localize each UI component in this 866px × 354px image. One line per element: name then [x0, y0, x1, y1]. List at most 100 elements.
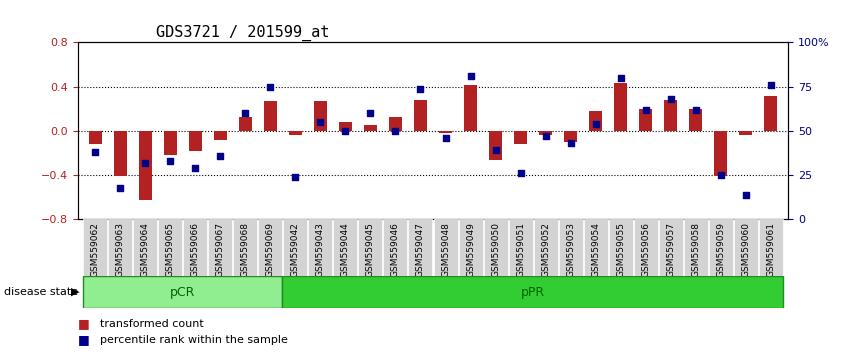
- FancyBboxPatch shape: [483, 219, 507, 276]
- FancyBboxPatch shape: [184, 219, 208, 276]
- Text: GSM559045: GSM559045: [366, 222, 375, 277]
- Text: GSM559042: GSM559042: [291, 222, 300, 277]
- Bar: [189, 131, 203, 151]
- Point: [189, 165, 203, 171]
- Point: [288, 174, 302, 180]
- Text: GSM559068: GSM559068: [241, 222, 250, 277]
- Text: pCR: pCR: [171, 286, 196, 298]
- Text: GSM559064: GSM559064: [141, 222, 150, 277]
- FancyBboxPatch shape: [409, 219, 432, 276]
- Bar: [764, 96, 778, 131]
- FancyBboxPatch shape: [258, 219, 282, 276]
- FancyBboxPatch shape: [282, 276, 783, 308]
- Text: pPR: pPR: [520, 286, 545, 298]
- FancyBboxPatch shape: [158, 219, 183, 276]
- Text: GSM559067: GSM559067: [216, 222, 225, 277]
- Bar: [239, 116, 252, 131]
- Point: [663, 96, 677, 102]
- FancyBboxPatch shape: [234, 219, 257, 276]
- Text: GSM559062: GSM559062: [91, 222, 100, 277]
- Point: [414, 86, 428, 91]
- Point: [764, 82, 778, 88]
- Text: GSM559053: GSM559053: [566, 222, 575, 277]
- Bar: [288, 131, 302, 136]
- Text: disease state: disease state: [4, 287, 79, 297]
- FancyBboxPatch shape: [508, 219, 533, 276]
- Point: [564, 141, 578, 146]
- Bar: [638, 109, 652, 131]
- Point: [389, 128, 403, 134]
- Bar: [564, 131, 578, 142]
- Point: [589, 121, 603, 127]
- Text: GSM559056: GSM559056: [641, 222, 650, 277]
- Text: ■: ■: [78, 318, 90, 330]
- Bar: [88, 131, 102, 144]
- Point: [113, 185, 127, 190]
- Bar: [589, 111, 603, 131]
- Point: [139, 160, 152, 166]
- Point: [364, 110, 378, 116]
- FancyBboxPatch shape: [384, 219, 408, 276]
- Point: [688, 107, 702, 113]
- Bar: [463, 85, 477, 131]
- Text: ▶: ▶: [71, 287, 80, 297]
- Text: GSM559051: GSM559051: [516, 222, 525, 277]
- Text: GSM559066: GSM559066: [191, 222, 200, 277]
- FancyBboxPatch shape: [734, 219, 758, 276]
- FancyBboxPatch shape: [759, 219, 783, 276]
- Point: [164, 158, 178, 164]
- Text: GSM559065: GSM559065: [166, 222, 175, 277]
- Text: GSM559047: GSM559047: [416, 222, 425, 277]
- FancyBboxPatch shape: [133, 219, 158, 276]
- Point: [313, 119, 327, 125]
- Point: [488, 148, 502, 153]
- Text: GSM559060: GSM559060: [741, 222, 750, 277]
- Text: GDS3721 / 201599_at: GDS3721 / 201599_at: [156, 25, 329, 41]
- FancyBboxPatch shape: [434, 219, 457, 276]
- Bar: [113, 131, 127, 176]
- Text: GSM559050: GSM559050: [491, 222, 500, 277]
- Text: ■: ■: [78, 333, 90, 346]
- Bar: [739, 131, 753, 136]
- Bar: [539, 131, 553, 136]
- Point: [614, 75, 628, 81]
- Text: GSM559055: GSM559055: [616, 222, 625, 277]
- Bar: [688, 109, 702, 131]
- Text: transformed count: transformed count: [100, 319, 204, 329]
- Bar: [614, 84, 627, 131]
- FancyBboxPatch shape: [83, 276, 282, 308]
- Point: [539, 133, 553, 139]
- FancyBboxPatch shape: [708, 219, 733, 276]
- Text: GSM559061: GSM559061: [766, 222, 775, 277]
- Bar: [438, 131, 452, 133]
- FancyBboxPatch shape: [308, 219, 333, 276]
- Bar: [714, 131, 727, 176]
- Text: GSM559069: GSM559069: [266, 222, 275, 277]
- FancyBboxPatch shape: [458, 219, 482, 276]
- Text: GSM559054: GSM559054: [591, 222, 600, 277]
- FancyBboxPatch shape: [108, 219, 132, 276]
- FancyBboxPatch shape: [333, 219, 358, 276]
- FancyBboxPatch shape: [683, 219, 708, 276]
- Text: percentile rank within the sample: percentile rank within the sample: [100, 335, 288, 345]
- FancyBboxPatch shape: [533, 219, 558, 276]
- FancyBboxPatch shape: [634, 219, 657, 276]
- Bar: [364, 125, 378, 131]
- FancyBboxPatch shape: [584, 219, 608, 276]
- Bar: [514, 131, 527, 144]
- Bar: [663, 100, 677, 131]
- Point: [88, 149, 102, 155]
- Text: GSM559049: GSM559049: [466, 222, 475, 277]
- Bar: [339, 122, 352, 131]
- FancyBboxPatch shape: [359, 219, 383, 276]
- Point: [514, 171, 527, 176]
- Bar: [313, 101, 327, 131]
- Bar: [164, 131, 178, 155]
- Bar: [214, 131, 228, 140]
- Point: [214, 153, 228, 159]
- Text: GSM559058: GSM559058: [691, 222, 700, 277]
- Bar: [488, 131, 502, 160]
- Text: GSM559043: GSM559043: [316, 222, 325, 277]
- Point: [339, 128, 352, 134]
- FancyBboxPatch shape: [209, 219, 232, 276]
